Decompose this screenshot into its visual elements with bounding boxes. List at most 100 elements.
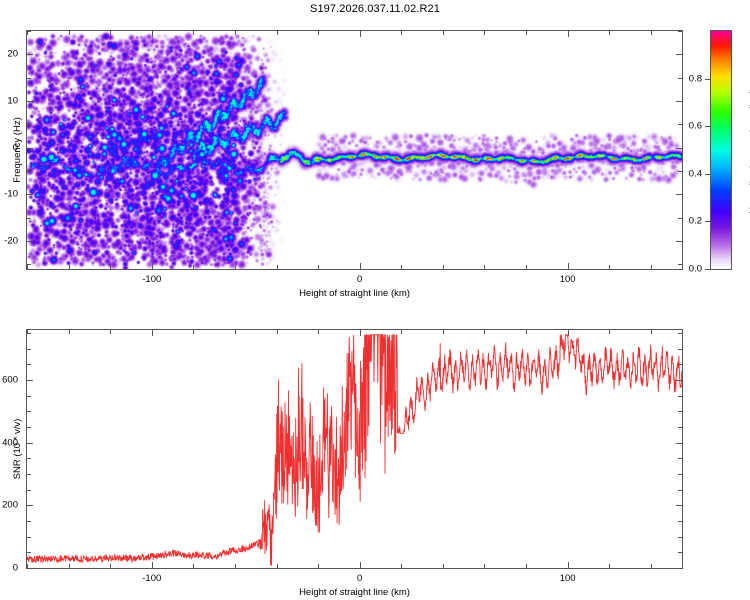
x-tick: [69, 564, 70, 568]
y-tick: [27, 31, 31, 32]
colorbar-tick: [705, 221, 710, 222]
x-tick: [193, 564, 194, 568]
x-tick-top: [318, 330, 319, 334]
x-tick: [484, 265, 485, 269]
x-tick-top: [568, 31, 569, 37]
x-tick-top: [69, 330, 70, 334]
x-tick: [651, 265, 652, 269]
x-tick-top: [526, 31, 527, 35]
x-tick: [277, 564, 278, 568]
y-tick-label: 0: [12, 142, 18, 154]
snr-x-axis-title: Height of straight line (km): [299, 587, 410, 598]
colorbar-tick: [705, 174, 710, 175]
y-tick-right: [678, 364, 682, 365]
colorbar-tick-label: 0.0: [688, 263, 702, 275]
y-tick-right: [676, 505, 682, 506]
x-tick: [609, 265, 610, 269]
y-tick: [27, 396, 31, 397]
y-tick-right: [678, 427, 682, 428]
x-tick: [318, 564, 319, 568]
x-tick-top: [568, 330, 569, 336]
spectrogram-x-axis-title: Height of straight line (km): [299, 288, 410, 299]
y-tick-right: [676, 101, 682, 102]
y-tick-right: [678, 218, 682, 219]
x-tick-top: [193, 330, 194, 334]
x-tick-top: [69, 31, 70, 35]
y-tick: [27, 474, 31, 475]
x-tick-top: [609, 330, 610, 334]
y-tick-label: -20: [4, 235, 18, 247]
x-tick-label: -100: [142, 573, 162, 584]
colorbar-tick-label: 0.2: [688, 215, 702, 227]
x-tick: [651, 564, 652, 568]
x-tick: [568, 263, 569, 269]
x-tick: [27, 265, 28, 269]
x-tick-top: [277, 31, 278, 35]
x-tick-top: [609, 31, 610, 35]
x-tick: [110, 564, 111, 568]
y-tick-right: [678, 552, 682, 553]
y-tick-right: [678, 78, 682, 79]
y-tick: [27, 443, 33, 444]
y-tick-right: [676, 380, 682, 381]
x-tick-label: 100: [559, 573, 576, 584]
y-tick: [27, 521, 31, 522]
y-tick: [27, 333, 31, 334]
x-tick-top: [152, 31, 153, 37]
x-tick-top: [110, 31, 111, 35]
snr-axes: [26, 329, 683, 569]
x-tick-top: [110, 330, 111, 334]
y-tick: [27, 537, 31, 538]
y-tick: [27, 505, 33, 506]
colorbar-tick: [705, 79, 710, 80]
x-tick: [360, 562, 361, 568]
x-tick-top: [443, 330, 444, 334]
x-tick-top: [277, 330, 278, 334]
y-tick: [27, 171, 31, 172]
x-tick: [69, 265, 70, 269]
y-tick: [27, 364, 31, 365]
y-tick-label: 0: [12, 562, 18, 574]
x-tick: [568, 562, 569, 568]
x-tick: [277, 265, 278, 269]
y-tick-right: [678, 349, 682, 350]
y-tick: [27, 148, 33, 149]
y-tick: [27, 124, 31, 125]
y-tick: [27, 264, 31, 265]
y-tick-right: [676, 241, 682, 242]
colorbar-tick: [705, 269, 710, 270]
y-tick-label: 600: [2, 374, 18, 386]
snr-line-series: [27, 334, 682, 566]
x-tick-top: [235, 31, 236, 35]
y-tick: [27, 194, 33, 195]
x-tick: [401, 564, 402, 568]
y-tick-right: [678, 396, 682, 397]
y-tick-right: [676, 54, 682, 55]
y-tick: [27, 458, 31, 459]
y-tick: [27, 552, 31, 553]
y-tick-right: [678, 31, 682, 32]
y-tick-label: -10: [4, 188, 18, 200]
x-tick-label: -100: [142, 274, 162, 285]
x-tick-top: [443, 31, 444, 35]
colorbar-tick-label: 0.6: [688, 120, 702, 132]
x-tick: [609, 564, 610, 568]
y-tick: [27, 241, 33, 242]
x-tick-top: [318, 31, 319, 35]
x-tick-top: [27, 330, 28, 334]
y-tick: [27, 568, 33, 569]
x-tick-top: [152, 330, 153, 336]
y-tick: [27, 427, 31, 428]
y-tick-right: [678, 474, 682, 475]
y-tick-right: [678, 124, 682, 125]
spectrogram-canvas: [27, 31, 682, 269]
spectrogram-y-axis-title: Frequency (Hz): [12, 117, 23, 183]
x-tick: [27, 564, 28, 568]
colorbar-tick-label: 0.8: [688, 73, 702, 85]
x-tick-top: [235, 330, 236, 334]
x-tick: [235, 265, 236, 269]
y-tick: [27, 78, 31, 79]
x-tick: [193, 265, 194, 269]
x-tick-top: [193, 31, 194, 35]
